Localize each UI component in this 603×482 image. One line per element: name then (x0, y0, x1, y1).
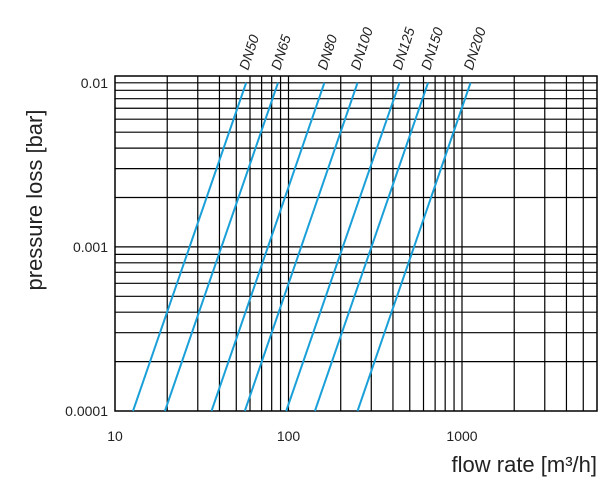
series-line-dn50 (132, 82, 248, 412)
series-line-dn150 (313, 82, 429, 412)
series-label-dn125: DN125 (389, 25, 418, 72)
series-line-dn200 (356, 82, 472, 412)
series-label-dn200: DN200 (460, 25, 489, 72)
series-label-dn50: DN50 (236, 33, 262, 72)
x-tick-labels: 10 100 1000 (107, 428, 478, 444)
y-tick-labels: 0.0001 0.001 0.01 (65, 75, 108, 419)
series-line-dn65 (163, 82, 279, 412)
plot-frame (114, 75, 598, 412)
y-axis-title: pressure loss [bar] (22, 110, 47, 291)
series-lines (132, 82, 472, 412)
x-tick-label: 10 (107, 428, 123, 444)
y-tick-label: 0.01 (81, 75, 108, 91)
x-tick-label: 100 (277, 428, 301, 444)
series-label-dn100: DN100 (347, 25, 376, 72)
y-tick-label: 0.0001 (65, 403, 108, 419)
series-label-dn65: DN65 (268, 33, 294, 72)
series-line-dn125 (285, 82, 401, 412)
y-tick-label: 0.001 (73, 239, 108, 255)
x-tick-label: 1000 (446, 428, 477, 444)
series-label-dn80: DN80 (314, 33, 340, 72)
series-label-dn150: DN150 (418, 25, 447, 72)
series-line-dn80 (210, 82, 326, 412)
series-line-dn100 (243, 82, 359, 412)
grid (115, 76, 597, 411)
x-axis-title: flow rate [m³/h] (452, 452, 597, 477)
series-labels: DN50 DN65 DN80 DN100 DN125 DN150 DN200 (236, 25, 489, 72)
